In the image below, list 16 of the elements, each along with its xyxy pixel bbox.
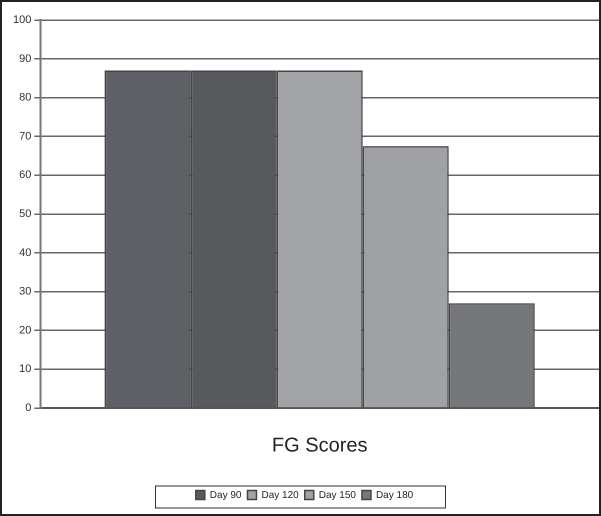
legend-label: Day 120 xyxy=(261,490,300,501)
y-tick-label: 90 xyxy=(19,52,32,65)
y-tick-label: 10 xyxy=(19,363,32,376)
legend-label: Day 150 xyxy=(318,490,356,501)
y-tick-label: 70 xyxy=(19,130,32,142)
y-tick-label: 50 xyxy=(19,208,32,220)
y-tick-label: 100 xyxy=(12,14,32,26)
legend-label: Day 180 xyxy=(376,490,414,501)
x-tick-label: FG Scores xyxy=(272,434,368,457)
legend-label: Day 90 xyxy=(210,490,242,501)
y-tick-label: 20 xyxy=(19,324,32,336)
y-tick-label: 60 xyxy=(19,169,32,182)
y-tick-label: 80 xyxy=(19,92,32,104)
y-tick-label: 0 xyxy=(25,402,32,414)
y-tick-label: 40 xyxy=(19,246,32,259)
y-tick-label: 30 xyxy=(19,286,32,298)
